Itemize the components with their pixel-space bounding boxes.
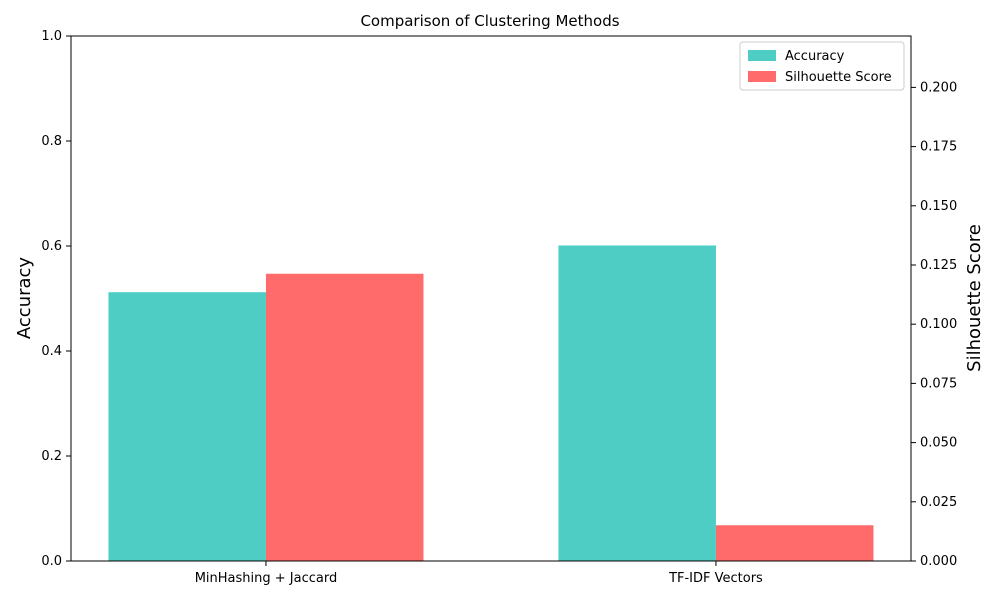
right-tick-label: 0.150 bbox=[920, 199, 957, 214]
chart-title: Comparison of Clustering Methods bbox=[360, 12, 619, 30]
plot-frame bbox=[70, 35, 912, 562]
bar-accuracy-2 bbox=[558, 245, 716, 561]
bar-silhouette-score-2 bbox=[715, 525, 874, 561]
right-tick-label: 0.175 bbox=[920, 140, 957, 155]
right-tick-label: 0.025 bbox=[920, 495, 957, 510]
legend-swatch bbox=[748, 71, 776, 82]
left-axis-label: Accuracy bbox=[14, 257, 35, 340]
left-tick-label: 1.0 bbox=[41, 29, 62, 44]
axes-layer: 0.0 0.2 0.4 0.6 0.8 1.0 0.000 0.025 0.050 0.075 0.… bbox=[41, 29, 957, 586]
right-tick-label: 0.050 bbox=[920, 436, 957, 451]
bar-silhouette-score-1 bbox=[265, 273, 424, 561]
legend-label: Accuracy bbox=[785, 49, 845, 64]
bar-accuracy-1 bbox=[108, 292, 266, 561]
left-tick-label: 0.4 bbox=[41, 344, 62, 359]
right-tick-label: 0.075 bbox=[920, 376, 957, 391]
bars-layer bbox=[108, 245, 874, 561]
legend-box bbox=[739, 41, 905, 91]
right-tick-label: 0.125 bbox=[920, 258, 957, 273]
left-tick-label: 0.8 bbox=[41, 134, 62, 149]
left-tick-label: 0.2 bbox=[41, 449, 62, 464]
right-tick-label: 0.100 bbox=[920, 317, 957, 332]
x-tick-label: MinHashing + Jaccard bbox=[195, 571, 338, 586]
right-axis-label: Silhouette Score bbox=[964, 224, 985, 372]
left-tick-label: 0.6 bbox=[41, 239, 62, 254]
right-tick-label: 0.200 bbox=[920, 80, 957, 95]
right-tick-label: 0.000 bbox=[920, 554, 957, 569]
legend: Accuracy Silhouette Score bbox=[739, 41, 905, 91]
legend-label: Silhouette Score bbox=[785, 70, 892, 85]
legend-swatch bbox=[748, 50, 776, 61]
left-tick-label: 0.0 bbox=[41, 554, 62, 569]
x-tick-label: TF-IDF Vectors bbox=[668, 571, 763, 586]
